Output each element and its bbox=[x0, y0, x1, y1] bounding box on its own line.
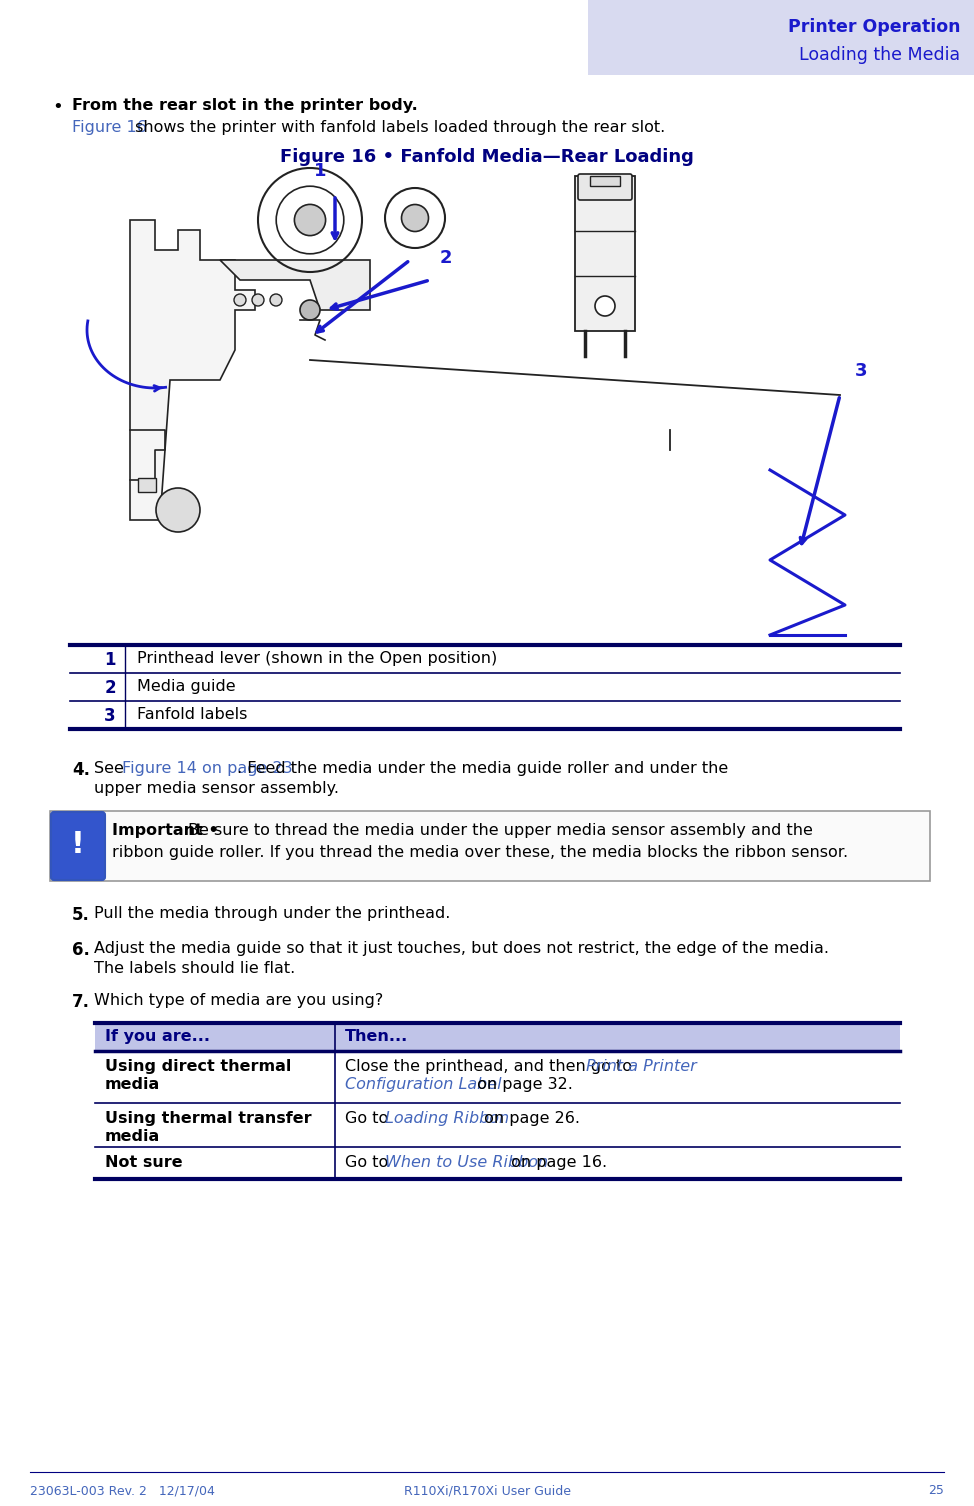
Text: R110Xi/R170Xi User Guide: R110Xi/R170Xi User Guide bbox=[403, 1483, 571, 1497]
Bar bbox=[575, 176, 635, 331]
FancyBboxPatch shape bbox=[578, 175, 632, 200]
Circle shape bbox=[294, 205, 325, 235]
Text: Important •: Important • bbox=[112, 822, 218, 837]
Text: 7.: 7. bbox=[72, 992, 90, 1011]
Bar bbox=[138, 477, 156, 492]
Text: Be sure to thread the media under the upper media sensor assembly and the: Be sure to thread the media under the up… bbox=[188, 822, 813, 837]
Text: . Feed the media under the media guide roller and under the: . Feed the media under the media guide r… bbox=[237, 761, 729, 776]
Text: From the rear slot in the printer body.: From the rear slot in the printer body. bbox=[72, 98, 418, 113]
Text: 2: 2 bbox=[440, 248, 453, 267]
Polygon shape bbox=[220, 261, 370, 310]
FancyBboxPatch shape bbox=[50, 812, 930, 881]
Circle shape bbox=[252, 294, 264, 306]
Text: 25: 25 bbox=[928, 1483, 944, 1497]
Text: 6.: 6. bbox=[72, 941, 90, 959]
Text: Figure 16: Figure 16 bbox=[72, 120, 147, 136]
Text: Adjust the media guide so that it just touches, but does not restrict, the edge : Adjust the media guide so that it just t… bbox=[94, 941, 829, 956]
Text: 23063L-003 Rev. 2   12/17/04: 23063L-003 Rev. 2 12/17/04 bbox=[30, 1483, 215, 1497]
Text: ribbon guide roller. If you thread the media over these, the media blocks the ri: ribbon guide roller. If you thread the m… bbox=[112, 845, 848, 860]
Text: Printhead lever (shown in the Open position): Printhead lever (shown in the Open posit… bbox=[137, 651, 498, 666]
Circle shape bbox=[595, 297, 615, 316]
Text: Then...: Then... bbox=[345, 1029, 408, 1044]
Bar bbox=[588, 0, 974, 75]
Text: Print a Printer: Print a Printer bbox=[586, 1059, 697, 1074]
Text: Go to: Go to bbox=[345, 1155, 393, 1170]
Text: 2: 2 bbox=[104, 679, 116, 697]
Text: !: ! bbox=[71, 830, 85, 858]
Circle shape bbox=[300, 300, 320, 319]
Text: 1: 1 bbox=[104, 651, 116, 669]
Text: Printer Operation: Printer Operation bbox=[788, 18, 960, 36]
FancyBboxPatch shape bbox=[51, 812, 105, 880]
Text: Go to: Go to bbox=[345, 1111, 393, 1126]
Text: on page 16.: on page 16. bbox=[506, 1155, 607, 1170]
Text: 4.: 4. bbox=[72, 761, 90, 779]
Text: •: • bbox=[52, 98, 62, 116]
Text: Media guide: Media guide bbox=[137, 679, 236, 694]
Circle shape bbox=[401, 205, 429, 232]
Text: Using thermal transfer: Using thermal transfer bbox=[105, 1111, 312, 1126]
Text: media: media bbox=[105, 1077, 161, 1092]
Text: Figure 14 on page 23: Figure 14 on page 23 bbox=[122, 761, 292, 776]
Text: media: media bbox=[105, 1130, 161, 1145]
Circle shape bbox=[234, 294, 246, 306]
Text: 3: 3 bbox=[855, 361, 868, 380]
Text: Loading Ribbon: Loading Ribbon bbox=[385, 1111, 509, 1126]
Text: 1: 1 bbox=[314, 163, 326, 181]
Text: Configuration Label: Configuration Label bbox=[345, 1077, 502, 1092]
Bar bbox=[95, 1023, 900, 1051]
Text: Fanfold labels: Fanfold labels bbox=[137, 706, 247, 721]
Text: Close the printhead, and then go to: Close the printhead, and then go to bbox=[345, 1059, 637, 1074]
Text: Not sure: Not sure bbox=[105, 1155, 183, 1170]
Polygon shape bbox=[130, 220, 255, 520]
Text: upper media sensor assembly.: upper media sensor assembly. bbox=[94, 782, 339, 797]
Text: Which type of media are you using?: Which type of media are you using? bbox=[94, 992, 383, 1008]
Text: Pull the media through under the printhead.: Pull the media through under the printhe… bbox=[94, 907, 450, 922]
Text: on page 26.: on page 26. bbox=[479, 1111, 580, 1126]
Text: on page 32.: on page 32. bbox=[472, 1077, 573, 1092]
Circle shape bbox=[270, 294, 282, 306]
Text: 5.: 5. bbox=[72, 907, 90, 925]
Text: See: See bbox=[94, 761, 129, 776]
Text: When to Use Ribbon: When to Use Ribbon bbox=[385, 1155, 548, 1170]
Text: Using direct thermal: Using direct thermal bbox=[105, 1059, 291, 1074]
Text: Loading the Media: Loading the Media bbox=[799, 47, 960, 63]
Text: The labels should lie flat.: The labels should lie flat. bbox=[94, 961, 295, 976]
Text: Figure 16 • Fanfold Media—Rear Loading: Figure 16 • Fanfold Media—Rear Loading bbox=[281, 148, 693, 166]
Circle shape bbox=[156, 488, 200, 532]
Text: 3: 3 bbox=[104, 706, 116, 724]
Bar bbox=[590, 176, 620, 187]
Text: shows the printer with fanfold labels loaded through the rear slot.: shows the printer with fanfold labels lo… bbox=[130, 120, 665, 136]
Text: If you are...: If you are... bbox=[105, 1029, 210, 1044]
